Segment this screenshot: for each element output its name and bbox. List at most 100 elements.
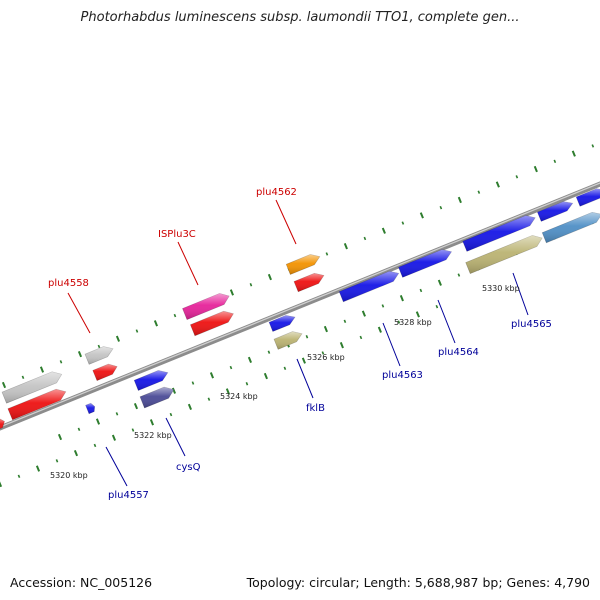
upper-tick (97, 344, 101, 349)
bottom-tick (207, 397, 211, 401)
upper-tick (343, 243, 348, 250)
upper-tick (1, 381, 7, 389)
bottom-tick (73, 449, 79, 457)
genome-summary: Topology: circular; Length: 5,688,987 bp… (246, 575, 590, 590)
bottom-tick (0, 481, 3, 488)
upper-tick (325, 252, 329, 256)
upper-tick (249, 283, 253, 287)
bottom-tick (225, 388, 230, 395)
gene-arrow-red-5-shading (294, 273, 324, 292)
gene-arrow-steel-shading (542, 212, 600, 243)
scale-label-5330: 5330 kbp (482, 284, 520, 293)
gene-arrow-blue-f4-shading (537, 201, 573, 222)
leader-plu4562 (275, 199, 297, 245)
scale-label-5326: 5326 kbp (307, 353, 345, 362)
gene-arrow-olive-2-shading (465, 235, 543, 274)
upper-tick (591, 144, 595, 148)
gene-label-plu4562: plu4562 (256, 187, 297, 198)
gene-label-plu4564: plu4564 (438, 347, 479, 358)
upper-tick (571, 150, 576, 157)
lower-tick (361, 310, 366, 317)
gene-arrow-navy-shading (140, 387, 174, 408)
lower-tick (305, 335, 309, 339)
upper-tick (115, 335, 121, 342)
gene-arrow-grey-2-shading (85, 346, 113, 365)
leader-fklB (296, 358, 314, 399)
scale-label-5328: 5328 kbp (394, 318, 432, 327)
gene-arrow-blue-f1-shading (339, 271, 399, 302)
gene-arrow-red-3-shading (92, 364, 118, 381)
gene-arrow-pink-shading (182, 293, 230, 320)
lower-tick (209, 372, 215, 379)
upper-tick (173, 313, 177, 318)
bottom-tick (359, 335, 363, 340)
gene-arrow-olive-shading (274, 331, 302, 350)
bottom-tick (149, 419, 155, 426)
upper-tick (553, 159, 557, 164)
upper-tick (77, 350, 83, 358)
upper-tick (515, 175, 519, 179)
leader-plu4563 (382, 322, 401, 367)
lower-tick (229, 365, 233, 370)
leader-plu4558 (67, 292, 91, 334)
bottom-tick (321, 351, 325, 355)
gene-label-fklB: fklB (306, 403, 325, 414)
lower-tick (171, 387, 177, 394)
bottom-tick (415, 311, 420, 318)
gene-arrow-blue-r2-shading (85, 403, 95, 414)
upper-tick (39, 366, 45, 373)
scale-label-5322: 5322 kbp (134, 431, 172, 440)
gene-arrow-blue-r3-shading (269, 315, 295, 332)
bottom-tick (377, 326, 382, 333)
gene-features (0, 188, 600, 429)
map-title: Photorhabdus luminescens subsp. laumondi… (80, 10, 520, 25)
scale-label-5324: 5324 kbp (220, 392, 258, 401)
scale-label-5320: 5320 kbp (50, 471, 88, 480)
lower-tick (437, 279, 442, 286)
bottom-tick (55, 459, 59, 463)
gene-arrow-blue-f5-shading (576, 188, 600, 207)
bottom-tick (187, 403, 192, 411)
lower-tick (115, 412, 119, 416)
bottom-tick (263, 372, 268, 380)
bottom-tick (245, 382, 249, 386)
gene-arrow-blue-f3-shading (462, 215, 536, 252)
lower-tick (247, 356, 252, 364)
leader-cysQ (165, 417, 186, 457)
lower-tick (95, 418, 101, 425)
bottom-tick-track (0, 304, 439, 488)
lower-tick (381, 304, 385, 308)
upper-tick (495, 181, 500, 188)
leader-plu4564 (437, 299, 456, 344)
bottom-tick (283, 366, 287, 371)
gene-label-cysQ: cysQ (176, 462, 201, 473)
bottom-tick (111, 434, 117, 441)
gene-arrow-red-1-shading (7, 389, 66, 420)
gene-label-plu4563: plu4563 (382, 370, 423, 381)
bottom-tick (169, 412, 173, 417)
lower-tick (419, 288, 423, 293)
upper-tick (21, 375, 25, 379)
upper-tick (401, 221, 405, 225)
leader-plu4557 (105, 446, 128, 487)
bottom-tick (435, 304, 439, 309)
gene-label-plu4557: plu4557 (108, 490, 149, 501)
upper-tick (381, 227, 386, 234)
gene-arrow-red-2-shading (0, 418, 5, 429)
upper-tick (419, 212, 424, 219)
gene-arrow-red-4-shading (190, 311, 234, 336)
upper-tick (439, 205, 443, 210)
lower-tick (191, 381, 195, 385)
upper-tick (363, 236, 367, 241)
genome-backbone-highlight (0, 182, 600, 428)
lower-tick (133, 402, 139, 410)
upper-tick (477, 190, 481, 194)
upper-tick (533, 165, 538, 173)
bottom-tick (93, 443, 97, 448)
upper-tick (135, 329, 139, 333)
accession-info: Accession: NC_005126 (10, 575, 153, 590)
genome-backbone (0, 181, 600, 431)
leader-plu4565 (512, 272, 529, 316)
upper-tick (59, 360, 63, 364)
